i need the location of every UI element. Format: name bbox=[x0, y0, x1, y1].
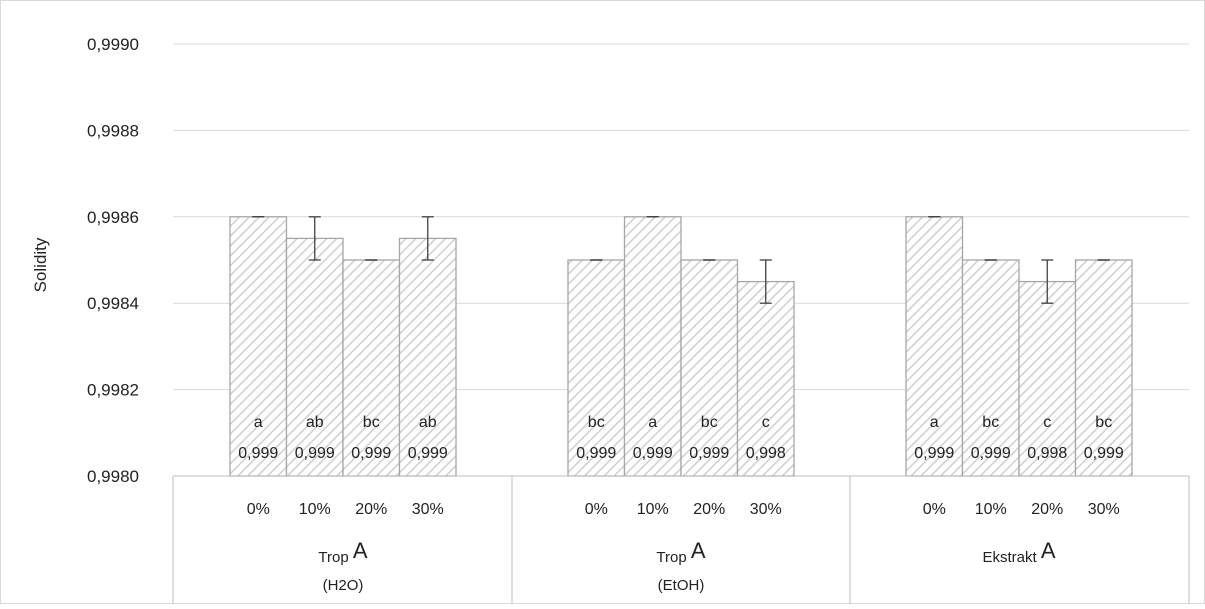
bar bbox=[567, 259, 626, 477]
bar bbox=[905, 216, 964, 477]
bar-letter-label: ab bbox=[419, 414, 437, 431]
group-letter: A bbox=[1041, 538, 1056, 563]
y-tick-label: 0,9986 bbox=[87, 208, 139, 227]
bar-letter-label: bc bbox=[363, 414, 380, 431]
group-title: Trop bbox=[318, 549, 352, 566]
x-tick-label: 0% bbox=[247, 501, 270, 518]
group-title: Trop bbox=[656, 549, 690, 566]
group-subtitle: (EtOH) bbox=[658, 577, 705, 594]
bar-letter-label: c bbox=[1043, 414, 1051, 431]
x-tick-label: 0% bbox=[923, 501, 946, 518]
x-tick-label: 30% bbox=[750, 501, 782, 518]
axes: 0,9980 0,9982 0,9984 0,9986 0,9988 0,9990 0% 10… bbox=[87, 35, 1190, 604]
bar-letter-label: a bbox=[930, 414, 939, 431]
y-tick-label: 0,9982 bbox=[87, 381, 139, 400]
y-tick-label: 0,9988 bbox=[87, 121, 139, 140]
bar bbox=[961, 259, 1020, 477]
bar-value-label: 0,999 bbox=[1084, 445, 1124, 462]
y-tick-label: 0,9990 bbox=[87, 35, 139, 54]
bar-value-label: 0,999 bbox=[351, 445, 391, 462]
bar-letter-label: c bbox=[762, 414, 770, 431]
bar bbox=[623, 216, 682, 477]
bar-letter-label: a bbox=[648, 414, 657, 431]
group-letter: A bbox=[691, 538, 706, 563]
group-letter: A bbox=[353, 538, 368, 563]
bar-letter-label: bc bbox=[982, 414, 999, 431]
group-label: Trop A bbox=[318, 538, 367, 566]
x-tick-label: 30% bbox=[412, 501, 444, 518]
bar-value-label: 0,999 bbox=[238, 445, 278, 462]
x-tick-label: 20% bbox=[1031, 501, 1063, 518]
bar-letter-label: a bbox=[254, 414, 263, 431]
bar-value-label: 0,998 bbox=[1027, 445, 1067, 462]
x-tick-label: 30% bbox=[1088, 501, 1120, 518]
bar bbox=[342, 259, 401, 477]
bar bbox=[680, 259, 739, 477]
x-tick-label: 20% bbox=[355, 501, 387, 518]
group-label: Trop A bbox=[656, 538, 705, 566]
bar-value-label: 0,999 bbox=[295, 445, 335, 462]
y-axis-title: Solidity bbox=[31, 237, 50, 292]
x-tick-label: 0% bbox=[585, 501, 608, 518]
bar-value-label: 0,999 bbox=[576, 445, 616, 462]
bar bbox=[1074, 259, 1133, 477]
x-tick-label: 10% bbox=[637, 501, 669, 518]
bar-value-label: 0,999 bbox=[971, 445, 1011, 462]
bar-value-label: 0,999 bbox=[914, 445, 954, 462]
y-tick-label: 0,9980 bbox=[87, 467, 139, 486]
x-tick-label: 10% bbox=[975, 501, 1007, 518]
bar bbox=[398, 237, 457, 477]
bar-value-label: 0,999 bbox=[633, 445, 673, 462]
x-tick-label: 10% bbox=[299, 501, 331, 518]
group-title: Ekstrakt bbox=[982, 549, 1040, 566]
bar-value-label: 0,998 bbox=[746, 445, 786, 462]
group-subtitle: (H2O) bbox=[323, 577, 364, 594]
bar bbox=[285, 237, 344, 477]
bar-letter-label: ab bbox=[306, 414, 324, 431]
bar bbox=[736, 280, 795, 477]
x-tick-label: 20% bbox=[693, 501, 725, 518]
group-label: Ekstrakt A bbox=[982, 538, 1055, 566]
bar-value-label: 0,999 bbox=[408, 445, 448, 462]
bar-letter-label: bc bbox=[1095, 414, 1112, 431]
bar bbox=[229, 216, 288, 477]
y-tick-label: 0,9984 bbox=[87, 294, 139, 313]
bars: a 0,999 ab 0,999 bc 0,999 ab 0,999 bc 0,999 a 0,999… bbox=[229, 216, 1133, 477]
bar-letter-label: bc bbox=[701, 414, 718, 431]
bar-value-label: 0,999 bbox=[689, 445, 729, 462]
bar-letter-label: bc bbox=[588, 414, 605, 431]
